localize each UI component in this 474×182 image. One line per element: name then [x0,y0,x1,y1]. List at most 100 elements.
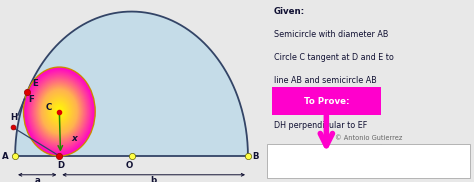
Circle shape [26,70,93,153]
Circle shape [30,75,89,148]
FancyBboxPatch shape [272,87,381,115]
Text: F: F [28,95,34,104]
Text: O: O [126,161,133,170]
Circle shape [36,83,82,140]
Circle shape [47,96,72,127]
Circle shape [54,105,65,118]
Circle shape [56,108,63,115]
Text: Circle C tangent at D and E to: Circle C tangent at D and E to [273,53,393,62]
Circle shape [27,72,91,151]
Circle shape [48,98,71,125]
Text: line AB and semicircle AB: line AB and semicircle AB [273,76,376,84]
Circle shape [29,74,90,149]
Circle shape [40,88,79,135]
Circle shape [44,93,74,130]
Circle shape [51,101,68,122]
Circle shape [30,75,89,148]
Circle shape [34,80,84,143]
Circle shape [55,105,64,118]
Circle shape [37,84,82,139]
Text: To Prove:: To Prove: [304,96,349,106]
Circle shape [42,90,76,133]
Circle shape [25,69,93,154]
Circle shape [40,87,79,136]
Circle shape [39,86,80,137]
Text: A: A [1,152,8,161]
Text: D: D [57,161,64,170]
Circle shape [48,97,71,126]
Text: Semicircle with diameter AB: Semicircle with diameter AB [273,30,388,39]
Circle shape [32,77,87,146]
Circle shape [33,79,85,144]
Circle shape [28,73,90,150]
Circle shape [49,99,70,124]
Text: DH perpendicular to EF: DH perpendicular to EF [273,121,367,130]
Circle shape [57,108,62,115]
Circle shape [38,85,81,138]
Circle shape [34,80,85,143]
Text: www.gogeometry.com: www.gogeometry.com [332,144,405,150]
Text: © Antonio Gutierrez: © Antonio Gutierrez [335,135,402,141]
Circle shape [36,82,83,141]
FancyBboxPatch shape [267,144,470,178]
Circle shape [37,84,82,139]
Circle shape [49,98,70,125]
Circle shape [57,109,62,114]
Text: a²+b²: a²+b² [356,162,381,171]
Circle shape [31,76,88,147]
Circle shape [32,78,87,145]
Circle shape [55,106,64,117]
Circle shape [35,81,84,142]
Circle shape [45,93,74,130]
Circle shape [53,103,66,120]
Circle shape [29,74,90,149]
Circle shape [28,73,91,151]
Circle shape [46,94,73,129]
Circle shape [26,70,92,153]
Circle shape [55,106,64,116]
Text: EF: common tangent: EF: common tangent [273,98,357,107]
Circle shape [41,89,77,134]
Circle shape [41,89,78,134]
Circle shape [58,110,61,113]
Circle shape [50,100,68,123]
Text: C: C [46,103,52,112]
Circle shape [49,99,69,124]
Text: b: b [151,176,157,182]
Circle shape [39,86,80,136]
Circle shape [51,102,67,122]
Circle shape [36,83,82,141]
Circle shape [56,107,63,116]
Circle shape [41,88,78,135]
Circle shape [50,100,69,123]
Circle shape [52,103,66,120]
Circle shape [33,79,86,144]
Circle shape [54,104,65,119]
Circle shape [58,110,60,113]
Circle shape [27,71,92,152]
Circle shape [44,92,75,131]
Polygon shape [15,11,248,156]
Circle shape [35,82,83,142]
Circle shape [38,85,81,138]
Circle shape [27,72,91,152]
Circle shape [47,96,72,126]
Circle shape [42,90,77,133]
Circle shape [43,91,76,132]
Circle shape [25,68,94,155]
Circle shape [33,78,86,145]
Text: B: B [253,152,259,161]
Circle shape [57,109,61,114]
Circle shape [52,102,67,121]
Circle shape [46,95,73,128]
Circle shape [46,95,73,128]
Text: a·b·(a+b): a·b·(a+b) [348,151,389,160]
Text: x: x [71,134,77,143]
Circle shape [59,111,60,112]
Circle shape [24,67,95,156]
Circle shape [25,69,94,154]
Circle shape [53,104,65,119]
Text: H: H [11,113,18,122]
Circle shape [24,68,95,155]
Circle shape [45,94,73,129]
